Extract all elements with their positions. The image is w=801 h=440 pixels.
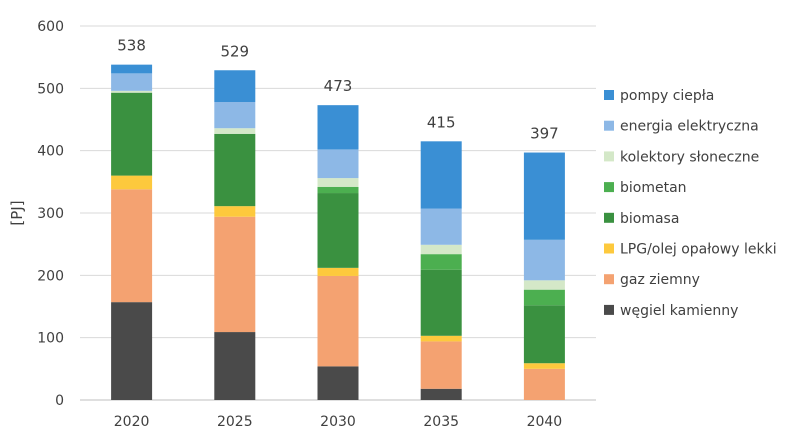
- bar-segment-0-5: [111, 90, 153, 93]
- y-tick-label: 0: [55, 393, 64, 409]
- bar-segment-2-4: [317, 186, 359, 194]
- y-tick-label: 400: [37, 144, 64, 160]
- bar-segment-1-3: [214, 133, 256, 207]
- legend-label: biometan: [620, 180, 687, 196]
- bar-segment-2-2: [317, 267, 359, 276]
- bar-segment-3-4: [420, 254, 462, 270]
- total-label: 415: [427, 113, 456, 131]
- y-tick-label: 500: [37, 81, 64, 97]
- bar-segment-0-0: [111, 302, 153, 400]
- legend-swatch: [604, 182, 614, 193]
- bar-segment-2-6: [317, 149, 359, 179]
- bar-segment-0-2: [111, 175, 153, 190]
- bar-segment-3-1: [420, 341, 462, 389]
- bar-segment-4-5: [523, 280, 565, 290]
- legend-swatch: [604, 151, 614, 162]
- bar-segment-2-7: [317, 105, 359, 150]
- x-tick-label: 2035: [423, 414, 459, 430]
- total-label: 473: [324, 77, 353, 95]
- legend: pompy ciepła energia elektryczna kolektory…: [604, 88, 777, 319]
- x-tick-label: 2020: [114, 414, 150, 430]
- bar-segment-1-2: [214, 206, 256, 217]
- bar-segment-4-1: [523, 368, 565, 400]
- y-tick-label: 100: [37, 331, 64, 347]
- legend-label: kolektory słoneczne: [620, 149, 759, 165]
- bar-segment-4-3: [523, 305, 565, 364]
- y-axis-ticks: 0 100 200 300 400 500 600: [37, 19, 64, 409]
- total-labels: 538 529 473 415 397: [117, 37, 558, 143]
- total-label: 397: [530, 125, 559, 143]
- bar-segment-4-2: [523, 363, 565, 369]
- legend-label: LPG/olej opałowy lekki: [620, 242, 777, 258]
- bar-segment-0-7: [111, 64, 153, 74]
- bar-segment-1-7: [214, 70, 256, 103]
- bar-segment-4-4: [523, 289, 565, 306]
- x-axis-ticks: 2020 2025 2030 2035 2040: [114, 414, 562, 430]
- y-axis-title: [PJ]: [8, 200, 26, 225]
- y-tick-label: 300: [37, 206, 64, 222]
- legend-label: energia elektryczna: [620, 119, 759, 135]
- bar-segment-3-3: [420, 269, 462, 336]
- bar-segment-1-1: [214, 216, 256, 333]
- bar-segment-3-6: [420, 208, 462, 245]
- bar-segment-3-2: [420, 335, 462, 342]
- bar-segment-2-5: [317, 178, 359, 187]
- bar-segment-0-3: [111, 92, 153, 176]
- bar-segment-4-7: [523, 152, 565, 240]
- bar-segment-1-0: [214, 332, 256, 400]
- total-label: 529: [220, 42, 249, 60]
- bar-segment-2-3: [317, 193, 359, 268]
- bar-segment-3-0: [420, 388, 462, 400]
- legend-swatch: [604, 274, 614, 285]
- legend-swatch: [604, 120, 614, 131]
- y-tick-label: 200: [37, 268, 64, 284]
- bar-segment-3-7: [420, 141, 462, 209]
- bar-segment-0-6: [111, 73, 153, 91]
- bar-segment-2-0: [317, 366, 359, 400]
- legend-label: biomasa: [620, 211, 679, 227]
- legend-swatch: [604, 243, 614, 254]
- y-tick-label: 600: [37, 19, 64, 35]
- bar-segment-1-5: [214, 128, 256, 134]
- x-tick-label: 2030: [320, 414, 356, 430]
- legend-label: pompy ciepła: [620, 88, 714, 104]
- legend-swatch: [604, 304, 614, 315]
- x-tick-label: 2025: [217, 414, 253, 430]
- total-label: 538: [117, 37, 146, 55]
- bar-segment-2-1: [317, 275, 359, 367]
- bars: [111, 64, 565, 400]
- bar-segment-0-1: [111, 189, 153, 303]
- legend-swatch: [604, 90, 614, 100]
- legend-label: węgiel kamienny: [620, 303, 738, 319]
- x-tick-label: 2040: [527, 414, 563, 430]
- bar-segment-1-6: [214, 102, 256, 129]
- legend-label: gaz ziemny: [620, 272, 700, 288]
- bar-segment-3-5: [420, 244, 462, 255]
- bar-segment-4-6: [523, 239, 565, 281]
- legend-swatch: [604, 212, 614, 223]
